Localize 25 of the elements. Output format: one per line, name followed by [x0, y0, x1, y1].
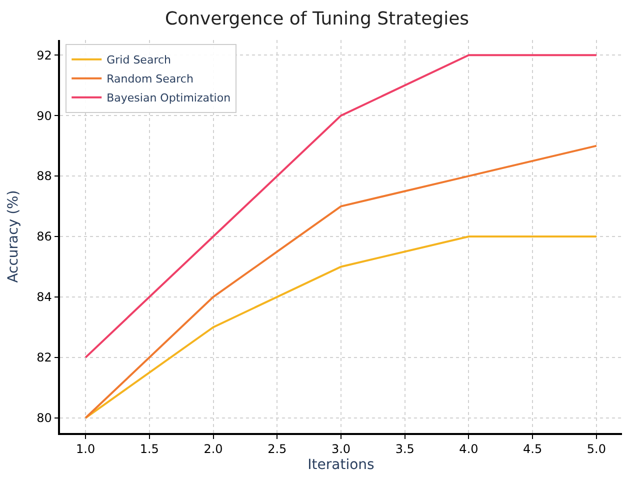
line-series — [84, 236, 598, 419]
y-axis-title: Accuracy (%) — [6, 190, 22, 283]
x-tick-label: 4.0 — [459, 442, 478, 456]
legend-label: Grid Search — [106, 54, 172, 67]
y-tick-label: 86 — [36, 230, 52, 244]
x-tick-label: 2.5 — [268, 442, 287, 456]
y-tick-label: 92 — [36, 48, 52, 62]
x-tick-label: 1.5 — [140, 442, 159, 456]
x-tick-label: 3.5 — [395, 442, 414, 456]
y-tick-label: 88 — [36, 169, 52, 184]
x-axis-title: Iterations — [308, 456, 374, 473]
line-series — [84, 144, 598, 419]
legend-label: Bayesian Optimization — [106, 92, 231, 105]
x-tick-label: 5.0 — [586, 442, 606, 456]
y-tick-label: 80 — [36, 411, 52, 426]
legend-label: Random Search — [106, 72, 194, 86]
x-tick-label: 2.0 — [204, 442, 223, 456]
y-tick-label: 82 — [36, 350, 52, 365]
line-series — [84, 54, 598, 358]
x-tick-label: 1.0 — [76, 442, 96, 456]
y-tick-label: 84 — [36, 290, 52, 304]
chart-title: Convergence of Tuning Strategies — [164, 8, 470, 30]
y-tick-label: 90 — [36, 108, 52, 123]
x-tick-label: 4.5 — [523, 442, 542, 456]
x-tick-label: 3.0 — [331, 442, 351, 456]
